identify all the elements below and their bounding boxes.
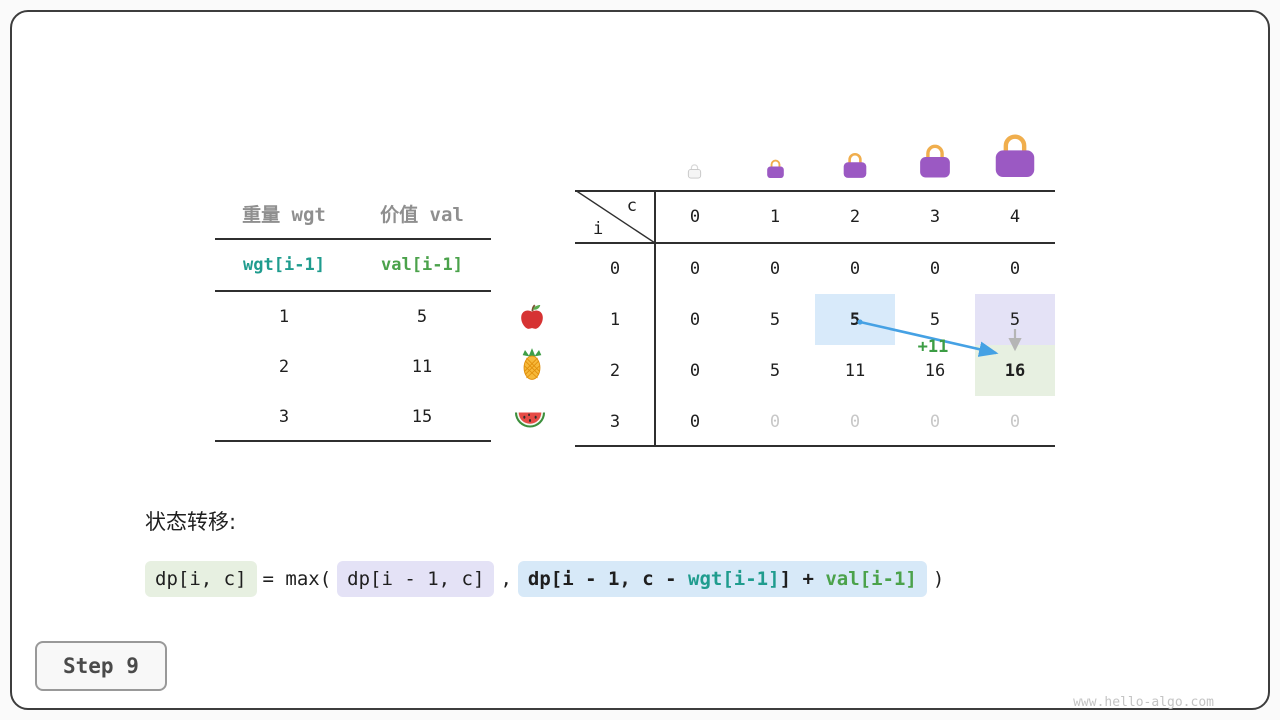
formula-take-pre: dp[i - 1, c - <box>527 568 689 590</box>
item-row-1: 1 5 <box>215 292 491 342</box>
table-vertical-rule <box>654 190 656 447</box>
val-formula-cell: val[i-1] <box>381 255 463 275</box>
value-column-header: 价值 val <box>380 204 464 226</box>
item-value: 5 <box>416 307 428 327</box>
bag-icon-empty <box>687 163 702 183</box>
step-badge: Step 9 <box>35 641 167 691</box>
watermark: www.hello-algo.com <box>1073 695 1214 710</box>
pineapple-icon <box>516 348 548 380</box>
dp-row-label: 3 <box>609 411 621 432</box>
formula-take-wgt: wgt[i-1] <box>688 568 780 590</box>
dp-cell: 5 <box>769 309 781 330</box>
dp-table: c i 0 1 2 3 4 0 0 0 0 0 0 1 0 5 5 5 5 2 … <box>575 190 1055 447</box>
item-table: 重量 wgt 价值 val wgt[i-1] val[i-1] 1 5 2 11… <box>215 192 491 442</box>
formula-comma: , <box>500 568 512 590</box>
state-transition-formula: dp[i, c] = max( dp[i - 1, c] , dp[i - 1,… <box>145 561 950 597</box>
dp-cell: 5 <box>929 309 941 330</box>
item-row-3: 3 15 <box>215 392 491 442</box>
dp-cell: 0 <box>929 411 941 432</box>
item-weight: 2 <box>278 357 290 377</box>
formula-option-take: dp[i - 1, c - wgt[i-1]] + val[i-1] <box>517 561 927 597</box>
corner-col-label: c <box>626 196 637 216</box>
dp-cell: 0 <box>849 258 861 279</box>
wgt-formula-cell: wgt[i-1] <box>243 255 325 275</box>
formula-close-paren: ) <box>932 568 945 590</box>
dp-col-header: 3 <box>929 206 941 227</box>
transition-label: 状态转移: <box>145 510 237 534</box>
dp-cell: 0 <box>769 411 781 432</box>
dp-cell: 16 <box>924 360 946 381</box>
watermelon-icon <box>514 404 546 436</box>
formula-lhs: dp[i, c] <box>145 561 257 597</box>
corner-row-label: i <box>593 219 604 239</box>
dp-cell: 0 <box>1009 258 1021 279</box>
item-table-formula-row: wgt[i-1] val[i-1] <box>215 240 491 292</box>
table-top-rule <box>575 190 1055 192</box>
table-header-rule <box>575 242 1055 244</box>
item-value: 15 <box>411 407 433 427</box>
item-row-2: 2 11 <box>215 342 491 392</box>
dp-cell-source-lavender: 5 <box>975 294 1055 345</box>
item-table-header: 重量 wgt 价值 val <box>215 192 491 240</box>
dp-cell: 0 <box>929 258 941 279</box>
dp-cell: 5 <box>769 360 781 381</box>
formula-take-mid: ] + <box>779 568 826 590</box>
diagonal-divider <box>575 190 655 243</box>
apple-icon <box>516 301 548 333</box>
added-value-annotation: +11 <box>917 337 949 357</box>
formula-eq-max: = max( <box>262 568 332 590</box>
dp-col-header: 2 <box>849 206 861 227</box>
item-weight: 3 <box>278 407 290 427</box>
dp-cell: 0 <box>689 360 701 381</box>
bag-icon-small <box>766 158 785 183</box>
dp-cell: 0 <box>769 258 781 279</box>
item-value: 11 <box>411 357 433 377</box>
dp-cell-current-green: 16 <box>975 345 1055 396</box>
dp-cell: 0 <box>849 411 861 432</box>
dp-cell: 0 <box>1009 411 1021 432</box>
dp-col-header: 4 <box>1009 206 1021 227</box>
dp-col-header: 1 <box>769 206 781 227</box>
dp-col-header: 0 <box>689 206 701 227</box>
table-bottom-rule <box>575 445 1055 447</box>
item-weight: 1 <box>278 307 290 327</box>
dp-cell: 11 <box>844 360 866 381</box>
formula-take-val: val[i-1] <box>825 568 917 590</box>
dp-corner-cell: c i <box>575 190 655 243</box>
bag-icon-medium <box>842 151 868 183</box>
capacity-icons-row <box>575 124 1055 186</box>
bag-icon-xlarge <box>993 131 1037 183</box>
dp-cell: 0 <box>689 309 701 330</box>
bag-icon-large <box>918 142 952 183</box>
dp-row-label: 1 <box>609 309 621 330</box>
dp-row-label: 2 <box>609 360 621 381</box>
dp-cell: 0 <box>689 411 701 432</box>
dp-row-label: 0 <box>609 258 621 279</box>
dp-cell: 0 <box>689 258 701 279</box>
weight-column-header: 重量 wgt <box>242 204 326 226</box>
dp-cell-source-blue: 5 <box>815 294 895 345</box>
formula-option-keep: dp[i - 1, c] <box>337 561 495 597</box>
